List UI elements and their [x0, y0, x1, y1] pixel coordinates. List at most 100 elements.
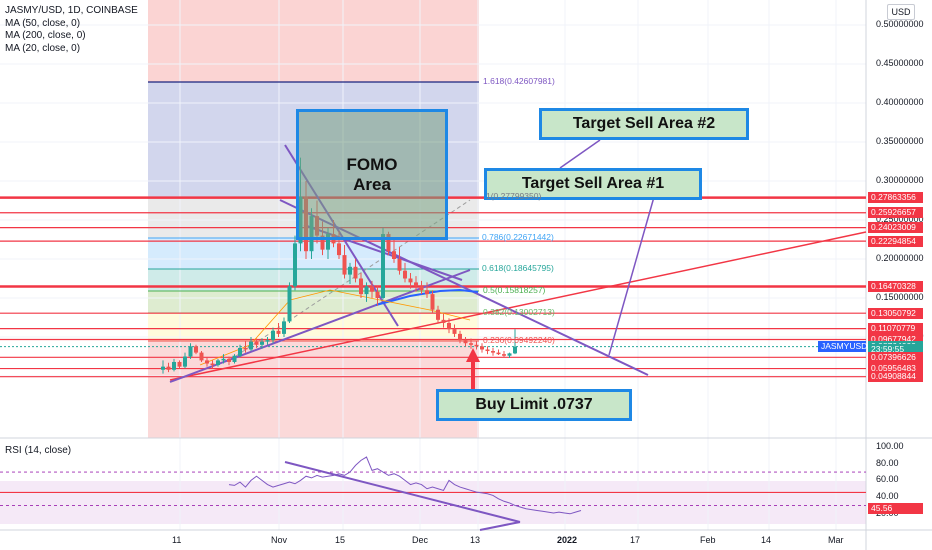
- rsi-pane: [0, 456, 866, 531]
- target2-connector: [559, 139, 601, 169]
- candle-body: [480, 346, 484, 350]
- candle-body: [183, 356, 187, 367]
- candle-body: [249, 341, 253, 350]
- candle-body: [199, 352, 204, 361]
- candle-body: [458, 333, 462, 341]
- candle-body: [353, 266, 358, 279]
- lower-red-zone: [148, 341, 479, 438]
- candle-body: [194, 346, 198, 353]
- time-tick-label: Mar: [828, 535, 844, 545]
- price-tag: 23:59:55: [868, 344, 923, 356]
- ma20-legend[interactable]: MA (20, close, 0): [5, 42, 81, 54]
- candle-body: [419, 286, 424, 291]
- rsi-divergence-trendline: [284, 461, 521, 523]
- candle-body: [436, 309, 440, 320]
- candle-body: [408, 278, 413, 283]
- rsi-legend[interactable]: RSI (14, close): [5, 445, 72, 456]
- ascending-trendline: [169, 231, 867, 381]
- candle-body: [397, 259, 402, 271]
- candle-body: [265, 340, 270, 342]
- candle-body: [381, 234, 385, 298]
- candle-body: [359, 278, 363, 295]
- fib-label-0.382: 0.382(0.13002713): [483, 307, 555, 317]
- candle-body: [166, 366, 171, 370]
- candle-body: [188, 346, 193, 357]
- candle-body: [430, 294, 435, 310]
- price-tag: 0.04908844: [868, 371, 923, 383]
- time-tick-label: 13: [470, 535, 481, 545]
- price-tick-label: 0.25000000: [876, 214, 924, 224]
- price-tick-label: 0.30000000: [876, 175, 924, 185]
- candle-body: [502, 354, 506, 356]
- target1-connector: [608, 196, 655, 356]
- candle-body: [232, 355, 237, 362]
- candle-body: [496, 352, 501, 355]
- price-tag: 0.11070779: [868, 323, 923, 335]
- ma200-legend[interactable]: MA (200, close, 0): [5, 30, 86, 41]
- buy-arrow-head: [466, 348, 480, 362]
- price-tick-label: 0.45000000: [876, 58, 924, 68]
- currency-button[interactable]: USD: [887, 4, 915, 20]
- time-tick-label: 11: [172, 535, 182, 545]
- price-tag: 0.07396626: [868, 351, 923, 363]
- candle-body: [161, 366, 165, 370]
- fib-zone-0382: [148, 313, 479, 341]
- candle-body: [238, 347, 242, 356]
- candle-body: [177, 361, 182, 367]
- candle-body: [276, 330, 281, 334]
- price-tick-label: 0.20000000: [876, 253, 924, 263]
- candle-body: [425, 290, 429, 295]
- price-tag: 0.05956483: [868, 363, 923, 375]
- candle-body: [287, 286, 292, 322]
- time-tick-label: 14: [761, 535, 772, 545]
- candle-body: [386, 234, 391, 252]
- candle-body: [254, 341, 259, 345]
- price-tag: 0.27863356: [868, 192, 923, 204]
- fib-label-0.618: 0.618(0.18645795): [482, 263, 554, 273]
- candle-body: [320, 235, 325, 250]
- time-tick-label: Nov: [271, 535, 288, 545]
- candle-body: [463, 340, 468, 344]
- candle-body: [282, 321, 286, 334]
- candle-body: [513, 346, 517, 354]
- candle-body: [403, 270, 407, 279]
- candle-body: [474, 344, 479, 347]
- time-tick-label: 2022: [557, 535, 578, 545]
- price-tag: 0.16470328: [868, 281, 923, 293]
- rsi-tick-label: 80.00: [876, 457, 899, 468]
- target-sell-area-1-box: Target Sell Area #1: [484, 168, 702, 200]
- fib-label-0.786: 0.786(0.22671442): [482, 232, 554, 242]
- price-tag: 0.09677942: [868, 334, 923, 345]
- price-tag: 0.22294854: [868, 235, 923, 247]
- rsi-line: [228, 456, 582, 515]
- buy-limit-box: Buy Limit .0737: [436, 389, 632, 421]
- candle-body: [452, 329, 457, 334]
- price-tick-label: 0.35000000: [876, 136, 924, 146]
- price-tag: 0.25926657: [868, 207, 923, 219]
- rsi-tick-label: 40.00: [876, 491, 899, 502]
- candle-body: [485, 349, 490, 352]
- chart-background-layer: [0, 0, 866, 524]
- candle-body: [326, 234, 330, 250]
- candle-body: [243, 347, 248, 350]
- rsi-support-trendline: [479, 521, 521, 531]
- rsi-tick-label: 100.00: [876, 441, 904, 451]
- candle-body: [205, 360, 209, 364]
- time-tick-label: 17: [630, 535, 641, 545]
- candle-body: [337, 243, 341, 256]
- price-tick-label: 0.15000000: [876, 292, 924, 302]
- upper-red-zone: [148, 0, 479, 82]
- candle-body: [370, 286, 374, 292]
- candle-body: [227, 358, 231, 362]
- candle-body: [507, 353, 512, 356]
- candle-body: [392, 251, 396, 259]
- candle-body: [342, 255, 347, 275]
- fomo-area-box: FOMO Area: [296, 109, 448, 240]
- ma50-legend[interactable]: MA (50, close, 0): [5, 17, 81, 29]
- target-sell-area-2-box: Target Sell Area #2: [539, 108, 749, 140]
- price-tag: 0.24023009: [868, 222, 923, 234]
- rsi-band: [0, 481, 866, 524]
- symbol-title[interactable]: JASMY/USD, 1D, COINBASE: [5, 5, 138, 16]
- candle-body: [441, 319, 446, 323]
